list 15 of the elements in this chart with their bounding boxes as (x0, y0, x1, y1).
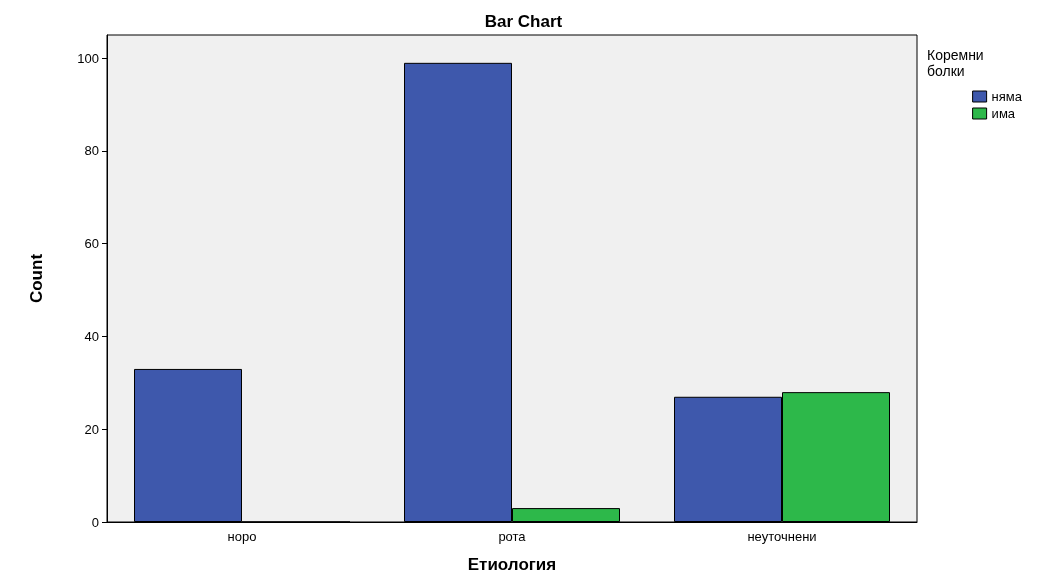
y-tick-label: 60 (84, 236, 99, 252)
y-axis-title: Count (27, 253, 46, 304)
y-tick-label: 100 (77, 50, 99, 66)
legend-label: няма (991, 89, 1023, 104)
chart-title: Bar Chart (484, 12, 563, 31)
x-tick-label: норо (227, 529, 257, 544)
x-tick-label: неуточнени (747, 529, 817, 544)
x-tick-label: рота (498, 529, 527, 544)
x-axis-title: Етиология (467, 555, 557, 574)
legend-label: има (991, 106, 1016, 121)
y-tick-label: 0 (91, 514, 99, 530)
y-tick-label: 80 (84, 143, 99, 159)
y-tick-label: 20 (84, 421, 99, 437)
legend-title: Коремни болки (927, 47, 988, 79)
y-tick-label: 40 (84, 328, 99, 344)
